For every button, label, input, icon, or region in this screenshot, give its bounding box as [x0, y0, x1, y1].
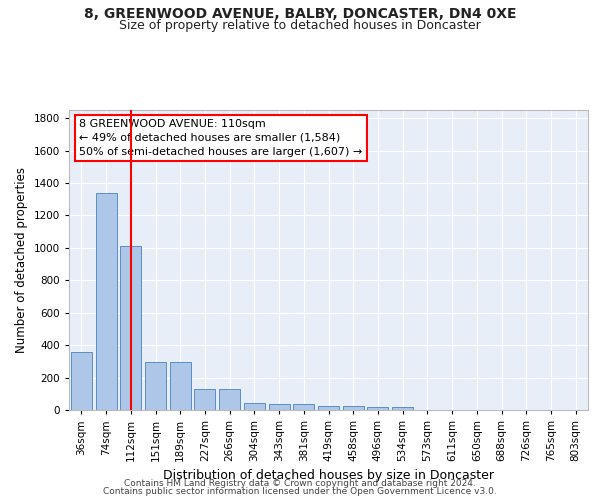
Text: 8 GREENWOOD AVENUE: 110sqm
← 49% of detached houses are smaller (1,584)
50% of s: 8 GREENWOOD AVENUE: 110sqm ← 49% of deta…	[79, 119, 362, 157]
Bar	[120, 246, 141, 410]
Bar	[170, 362, 191, 410]
Bar	[145, 362, 166, 410]
Bar	[318, 406, 339, 410]
X-axis label: Distribution of detached houses by size in Doncaster: Distribution of detached houses by size …	[163, 470, 494, 482]
Bar	[293, 404, 314, 410]
Bar	[367, 407, 388, 410]
Text: Contains public sector information licensed under the Open Government Licence v3: Contains public sector information licen…	[103, 487, 497, 496]
Bar	[244, 403, 265, 410]
Text: Contains HM Land Registry data © Crown copyright and database right 2024.: Contains HM Land Registry data © Crown c…	[124, 478, 476, 488]
Bar	[71, 352, 92, 410]
Bar	[194, 389, 215, 410]
Bar	[392, 407, 413, 410]
Bar	[95, 192, 116, 410]
Bar	[343, 406, 364, 410]
Text: 8, GREENWOOD AVENUE, BALBY, DONCASTER, DN4 0XE: 8, GREENWOOD AVENUE, BALBY, DONCASTER, D…	[84, 8, 516, 22]
Bar	[269, 404, 290, 410]
Bar	[219, 389, 240, 410]
Y-axis label: Number of detached properties: Number of detached properties	[15, 167, 28, 353]
Text: Size of property relative to detached houses in Doncaster: Size of property relative to detached ho…	[119, 19, 481, 32]
